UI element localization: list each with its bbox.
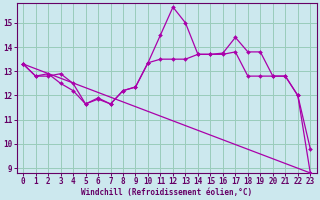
X-axis label: Windchill (Refroidissement éolien,°C): Windchill (Refroidissement éolien,°C) [81,188,252,197]
